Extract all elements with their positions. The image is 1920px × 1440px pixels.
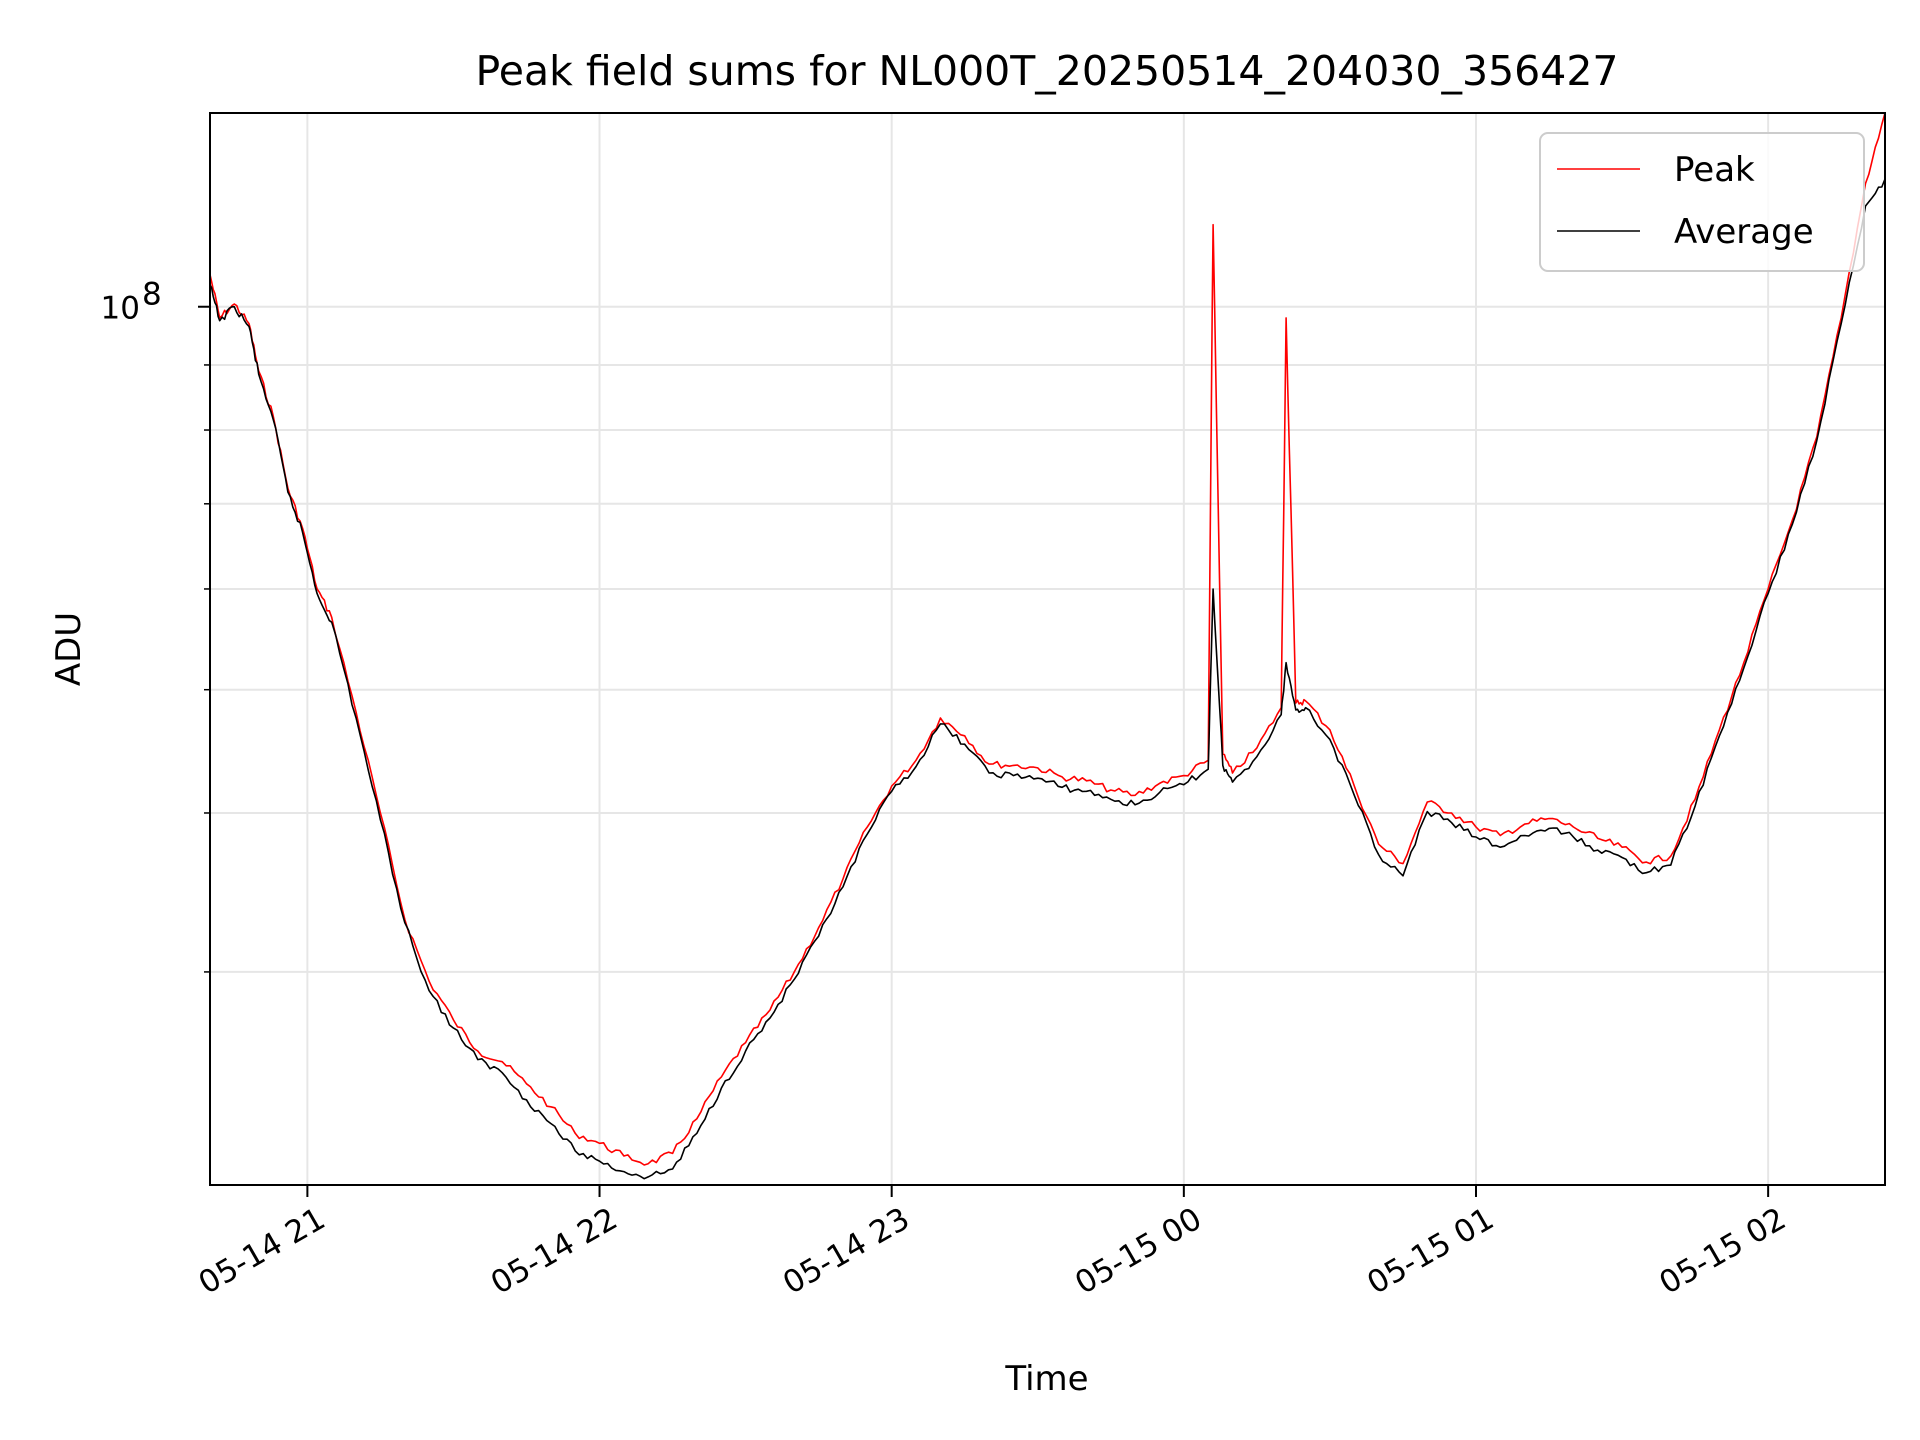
legend-label-peak: Peak [1674, 150, 1755, 190]
y-tick-label-base: 10 [101, 291, 140, 327]
series-lines [210, 113, 1885, 1180]
plot-area [210, 113, 1885, 1185]
y-tick-label: 10 [101, 291, 140, 327]
y-tick-label-exponent: 8 [142, 277, 162, 313]
legend-label-average: Average [1674, 212, 1814, 252]
series-line-peak [210, 113, 1885, 1166]
grid [210, 113, 1885, 1185]
x-axis-label: Time [1004, 1359, 1088, 1399]
legend-box [1539, 132, 1865, 272]
plot-frame [209, 112, 1886, 1186]
legend: Peak Average [1539, 132, 1865, 272]
chart-title: Peak field sums for NL000T_20250514_2040… [476, 47, 1619, 95]
series-line-average [210, 178, 1885, 1180]
y-axis-label: ADU [49, 612, 89, 686]
